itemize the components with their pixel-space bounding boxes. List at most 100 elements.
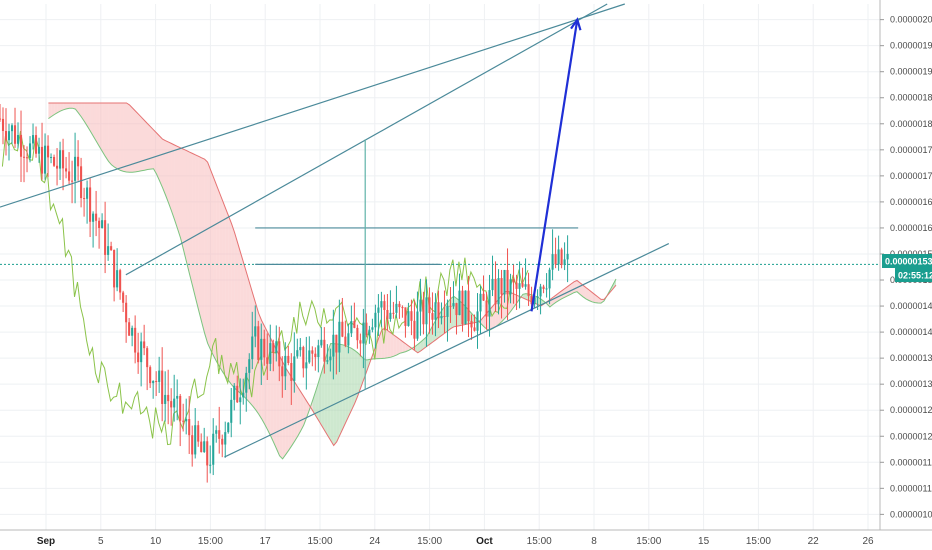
time-tick-label: 15:00 bbox=[307, 536, 332, 547]
candle-body bbox=[188, 419, 191, 436]
cloud-segment bbox=[51, 102, 55, 117]
candle-body bbox=[74, 156, 77, 181]
candle-body bbox=[314, 353, 317, 358]
candle-body bbox=[359, 340, 362, 344]
candle-body bbox=[485, 300, 488, 317]
price-tick-label: 0.00000175 bbox=[890, 145, 932, 155]
candle-body bbox=[533, 297, 536, 305]
cloud-segment bbox=[573, 280, 577, 293]
candle-body bbox=[479, 293, 482, 312]
candle-body bbox=[335, 334, 338, 353]
candle-body bbox=[287, 355, 290, 363]
cloud-segment bbox=[186, 150, 190, 274]
candle-body bbox=[53, 156, 56, 166]
candle-body bbox=[149, 367, 152, 384]
candle-body bbox=[143, 341, 146, 349]
candle-body bbox=[407, 311, 410, 326]
candle-body bbox=[368, 329, 371, 336]
candle-body bbox=[203, 441, 206, 453]
candle-body bbox=[86, 187, 89, 199]
cloud-segment bbox=[354, 350, 358, 404]
cloud-segment bbox=[48, 102, 52, 119]
candle-body bbox=[563, 259, 566, 266]
candle-body bbox=[362, 322, 365, 344]
price-tick-label: 0.00000165 bbox=[890, 197, 932, 207]
cloud-segment bbox=[300, 391, 304, 431]
candle-body bbox=[200, 441, 203, 453]
cloud-segment bbox=[117, 102, 121, 171]
candle-body bbox=[509, 279, 512, 295]
candle-body bbox=[16, 135, 20, 144]
cloud-segment bbox=[60, 102, 64, 112]
price-tick-label: 0.00000105 bbox=[890, 509, 932, 519]
candle-body bbox=[28, 143, 32, 158]
time-tick-label: Sep bbox=[37, 536, 55, 547]
cloud-segment bbox=[195, 154, 199, 311]
time-tick-label: 15:00 bbox=[417, 536, 442, 547]
candle-body bbox=[278, 341, 281, 367]
candle-body bbox=[134, 327, 137, 353]
cloud-segment bbox=[315, 381, 319, 421]
cloud-segment bbox=[213, 177, 217, 362]
candle-body bbox=[371, 327, 374, 330]
cloud-segment bbox=[105, 102, 109, 162]
candle-body bbox=[296, 350, 299, 357]
cloud-segment bbox=[147, 123, 151, 170]
trendline bbox=[0, 3, 625, 208]
candle-body bbox=[40, 146, 44, 174]
candle-body bbox=[494, 278, 497, 305]
price-badge-bg bbox=[882, 254, 932, 268]
cloud-segment bbox=[570, 281, 574, 295]
time-axis[interactable]: Sep 5 10 15:00 17 15:00 24 15:00 Oct 15:00 8 15:00 1… bbox=[37, 536, 874, 547]
cloud-segment bbox=[132, 108, 136, 173]
cloud-segment bbox=[597, 297, 601, 304]
time-tick-label: 22 bbox=[808, 536, 820, 547]
candle-body bbox=[4, 131, 8, 141]
candle-body bbox=[344, 336, 347, 346]
candle-body bbox=[131, 327, 134, 336]
candle-body bbox=[521, 283, 524, 287]
cloud-segment bbox=[171, 143, 175, 220]
candle-body bbox=[437, 302, 440, 319]
price-tick-label: 0.00000115 bbox=[890, 457, 932, 467]
candle-body bbox=[281, 366, 284, 377]
candle-body bbox=[293, 356, 296, 381]
candle-countdown: 02:55:12 bbox=[898, 271, 932, 281]
candle-body bbox=[458, 290, 461, 316]
cloud-segment bbox=[93, 102, 97, 142]
cloud-segment bbox=[102, 102, 106, 157]
leading-span-a-line bbox=[48, 107, 617, 460]
cloud-segment bbox=[114, 102, 118, 169]
cloud-segment bbox=[57, 102, 61, 113]
time-tick-label: 15:00 bbox=[198, 536, 223, 547]
candle-body bbox=[233, 385, 236, 400]
candle-body bbox=[227, 422, 230, 433]
candle-body bbox=[557, 249, 560, 265]
cloud-segment bbox=[177, 146, 181, 238]
candle-body bbox=[98, 220, 101, 229]
cloud-segment bbox=[225, 208, 229, 381]
cloud-segment bbox=[156, 132, 160, 181]
cloud-segment bbox=[393, 335, 397, 357]
cloud-segment bbox=[297, 386, 301, 437]
cloud-segment bbox=[198, 156, 202, 322]
candle-body bbox=[326, 360, 329, 362]
candle-body bbox=[182, 420, 185, 422]
cloud-segment bbox=[99, 102, 103, 152]
cloud-segment bbox=[387, 330, 391, 358]
cloud-segment bbox=[69, 102, 73, 109]
cloud-segment bbox=[126, 102, 130, 173]
trendline bbox=[224, 243, 670, 458]
cloud-segment bbox=[402, 341, 406, 353]
time-tick-label: 15:00 bbox=[636, 536, 661, 547]
chart-grid bbox=[0, 4, 880, 530]
candle-body bbox=[167, 394, 170, 402]
time-tick-label: 10 bbox=[150, 536, 162, 547]
candle-body bbox=[83, 198, 86, 200]
price-tick-label: 0.00000135 bbox=[890, 353, 932, 363]
candle-body bbox=[497, 278, 500, 305]
cloud-segment bbox=[342, 344, 346, 429]
